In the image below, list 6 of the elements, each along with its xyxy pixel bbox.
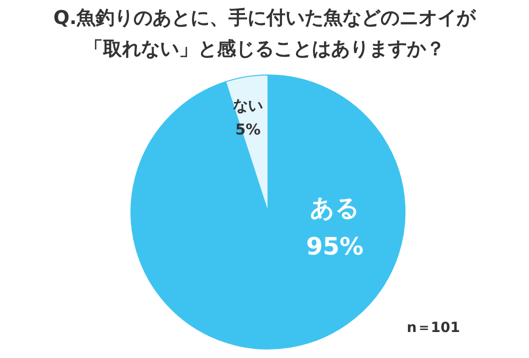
chart-title: Q.魚釣りのあとに、手に付いた魚などのニオイが「取れない」と感じることはありますか？: [53, 7, 477, 60]
slice-label: ある: [310, 194, 360, 222]
slice-label: ない: [233, 96, 263, 115]
text: n＝101: [406, 320, 460, 336]
data-label: 95%: [306, 232, 364, 261]
pie-slice: [130, 74, 406, 350]
